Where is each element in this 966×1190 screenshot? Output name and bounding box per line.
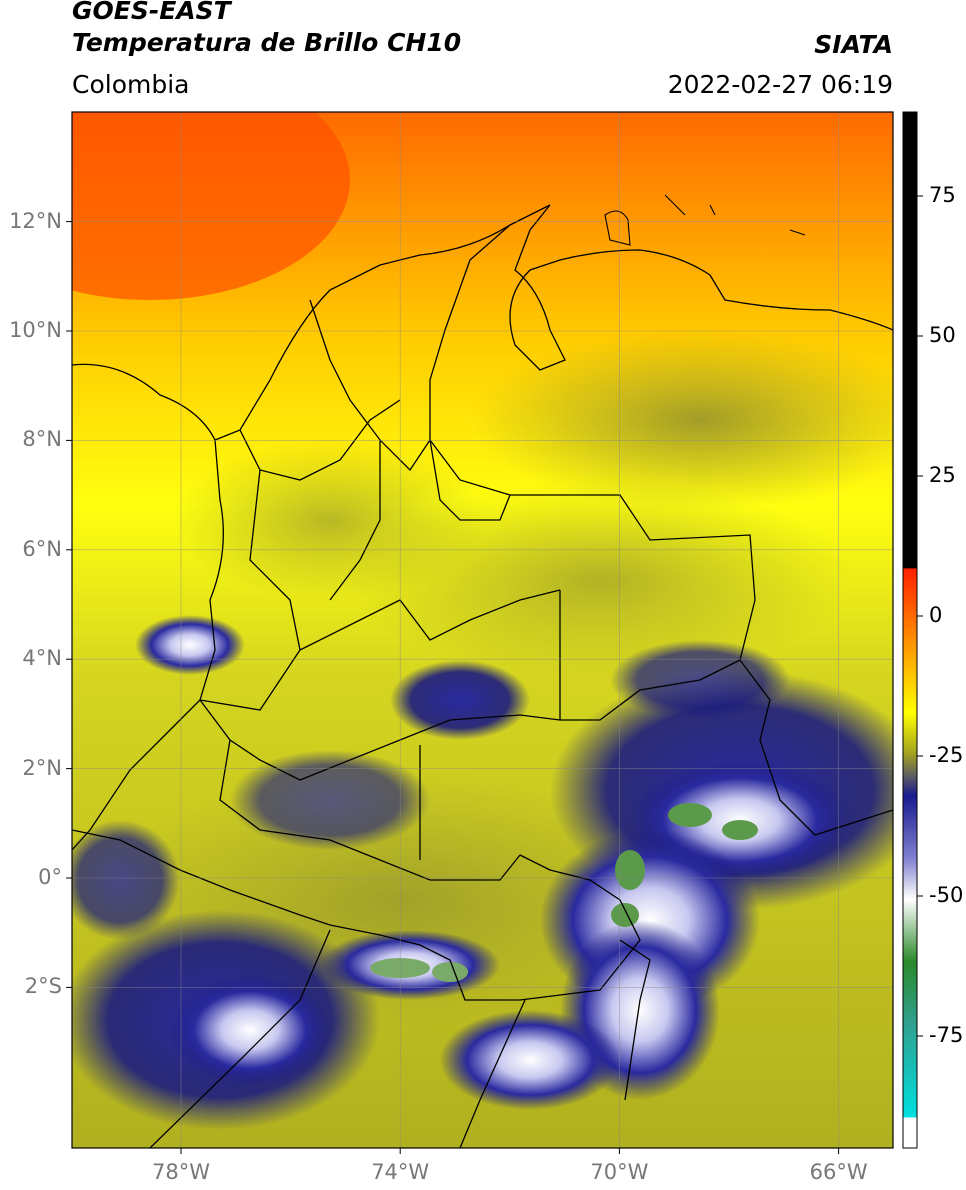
lon-tick-label: 74°W (371, 1160, 430, 1184)
lat-tick-label: 2°S (24, 974, 62, 999)
lat-tick-label: 12°N (9, 208, 62, 233)
coldest-patch (432, 962, 468, 982)
islands (604, 194, 806, 246)
colorbar-tick-label: 25 (929, 463, 956, 487)
coldest-patch (722, 820, 758, 840)
lat-tick-label: 6°N (22, 536, 62, 561)
colorbar-ticks (917, 195, 923, 1037)
colorbar-tick-label: 0 (929, 603, 943, 627)
region-label: Colombia (72, 70, 190, 99)
warm-area (72, 112, 350, 300)
lat-tick-label: 0° (38, 865, 62, 889)
axis-ticks (66, 221, 840, 1154)
colorbar-tick-label: -75 (929, 1023, 964, 1047)
cloud-cell (170, 975, 330, 1085)
lat-tick-label: 4°N (22, 646, 62, 671)
colorbar (902, 111, 918, 1149)
lat-tick-label: 10°N (9, 318, 62, 342)
product-title: Temperatura de Brillo CH10 (72, 28, 462, 57)
satellite-title: GOES-EAST (72, 0, 231, 25)
coldest-patch (668, 803, 712, 827)
datetime-label: 2022-02-27 06:19 (667, 70, 893, 99)
colorbar-tick-label: 50 (929, 323, 956, 347)
lat-tick-label: 2°N (22, 755, 62, 780)
organization-label: SIATA (814, 30, 893, 59)
lat-tick-label: 8°N (22, 427, 62, 452)
cloud-cell (440, 1010, 620, 1110)
lon-tick-label: 78°W (152, 1160, 210, 1184)
lon-tick-label: 66°W (809, 1160, 868, 1184)
colorbar-tick-label: 75 (929, 183, 956, 207)
cloud-cell (390, 660, 530, 740)
coldest-patch (615, 850, 645, 890)
colorbar-tick-label: -50 (929, 883, 964, 907)
political-boundaries (72, 204, 893, 1148)
gridlines (72, 112, 893, 1148)
map-frame (71, 111, 894, 1149)
lon-tick-label: 70°W (590, 1160, 649, 1184)
cloud-cell (135, 615, 245, 675)
colorbar-tick-label: -25 (929, 743, 964, 767)
coldest-patch (611, 903, 639, 927)
